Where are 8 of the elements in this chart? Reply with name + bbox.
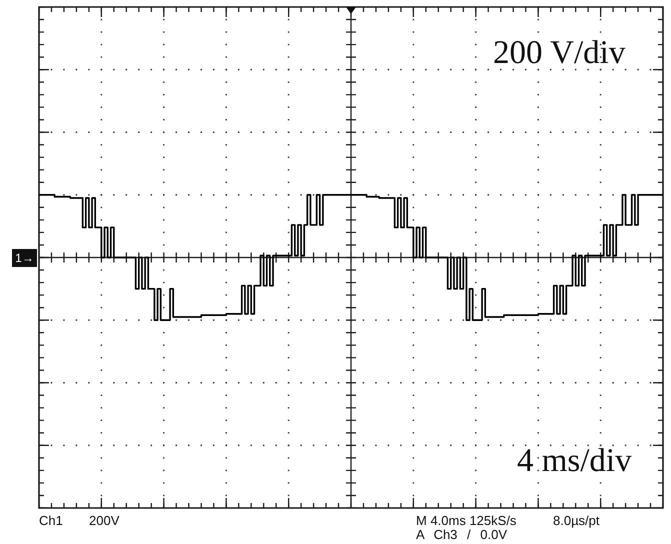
text: 1→	[12, 248, 37, 266]
text: M 4.0ms 125kS/s	[416, 513, 516, 528]
text: Ch1	[39, 513, 63, 528]
text: 8.0µs/pt	[553, 513, 600, 528]
text: 4 ms/div	[517, 443, 632, 479]
text: 200V	[89, 513, 120, 528]
text: 200 V/div	[493, 35, 626, 71]
text: A Ch3 / 0.0V	[416, 527, 507, 542]
